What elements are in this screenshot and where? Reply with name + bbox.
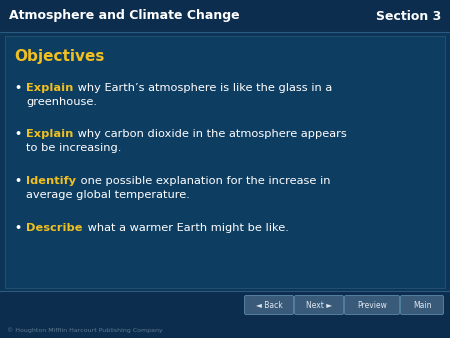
Text: Objectives: Objectives [14, 48, 104, 64]
Text: •: • [14, 176, 21, 186]
Text: Section 3: Section 3 [376, 9, 441, 23]
Text: Main: Main [413, 300, 431, 310]
Bar [0, 291, 450, 338]
Text: Describe: Describe [26, 223, 82, 233]
Text: greenhouse.: greenhouse. [26, 97, 97, 107]
FancyBboxPatch shape [244, 295, 293, 314]
FancyBboxPatch shape [345, 295, 400, 314]
Text: Atmosphere and Climate Change: Atmosphere and Climate Change [9, 9, 239, 23]
Text: what a warmer Earth might be like.: what a warmer Earth might be like. [84, 223, 288, 233]
FancyBboxPatch shape [400, 295, 444, 314]
FancyBboxPatch shape [294, 295, 343, 314]
Text: Preview: Preview [357, 300, 387, 310]
Text: Explain: Explain [26, 129, 73, 139]
Bar [5, 36, 445, 288]
Text: average global temperature.: average global temperature. [26, 190, 190, 200]
Text: •: • [14, 223, 21, 233]
Text: one possible explanation for the increase in: one possible explanation for the increas… [77, 176, 330, 186]
Text: Next ►: Next ► [306, 300, 332, 310]
Bar [0, 0, 450, 32]
Text: •: • [14, 129, 21, 139]
Text: Identify: Identify [26, 176, 76, 186]
Text: to be increasing.: to be increasing. [26, 143, 122, 153]
Text: why carbon dioxide in the atmosphere appears: why carbon dioxide in the atmosphere app… [74, 129, 347, 139]
Text: Explain: Explain [26, 83, 73, 93]
Text: •: • [14, 83, 21, 93]
Text: © Houghton Mifflin Harcourt Publishing Company: © Houghton Mifflin Harcourt Publishing C… [7, 328, 163, 333]
Text: why Earth’s atmosphere is like the glass in a: why Earth’s atmosphere is like the glass… [74, 83, 333, 93]
Text: ◄ Back: ◄ Back [256, 300, 283, 310]
